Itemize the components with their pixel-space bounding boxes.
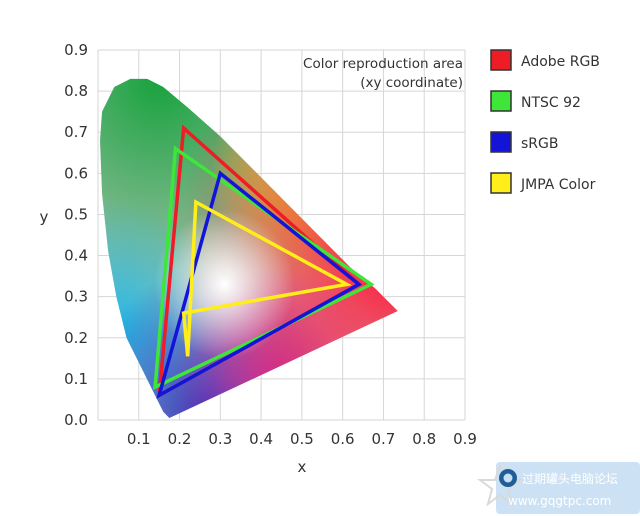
legend-swatch [490,131,512,153]
watermark-panel [496,462,640,514]
y-tick-label: 0.7 [64,123,88,141]
watermark-url: www.gqgtpc.com [508,494,611,508]
annotation-line-1: Color reproduction area [303,56,463,72]
y-tick-label: 0.3 [64,288,88,306]
y-tick-label: 0.5 [64,205,88,223]
x-tick-label: 0.7 [372,430,396,448]
legend-label: sRGB [521,136,558,152]
annotation-line-2: (xy coordinate) [360,75,463,91]
x-tick-label: 0.6 [331,430,355,448]
x-tick-label: 0.9 [453,430,477,448]
y-tick-label: 0.9 [64,41,88,59]
legend-label: NTSC 92 [521,95,581,111]
gamut-srgb [156,170,363,399]
x-tick-label: 0.1 [127,430,151,448]
legend: Adobe RGB NTSC 92 sRGB JMPA Color [490,49,600,194]
tick-labels: 0.0 0.1 0.2 0.3 0.4 0.5 0.6 0.7 0.8 0.9 0.1 0.2 0.3 0… [64,41,477,448]
y-tick-label: 0.6 [64,164,88,182]
x-tick-label: 0.5 [290,430,314,448]
y-axis-label: y [40,208,49,226]
x-axis-label: x [298,458,307,476]
y-tick-label: 0.0 [64,411,88,429]
legend-swatch [490,172,512,194]
x-tick-label: 0.3 [208,430,232,448]
spectral-locus-region [100,78,398,418]
y-tick-label: 0.2 [64,329,88,347]
x-tick-label: 0.4 [249,430,273,448]
x-tick-label: 0.2 [168,430,192,448]
legend-swatch [490,49,512,71]
gamut-jmpa-color [181,199,352,357]
x-tick-label: 0.8 [412,430,436,448]
watermark: 过期罐头电脑论坛 www.gqgtpc.com [477,462,640,514]
y-tick-label: 0.4 [64,247,88,265]
legend-label: JMPA Color [520,177,596,193]
y-tick-label: 0.1 [64,370,88,388]
legend-swatch [490,90,512,112]
watermark-text: 过期罐头电脑论坛 [522,472,618,486]
legend-label: Adobe RGB [521,54,600,70]
y-tick-label: 0.8 [64,82,88,100]
gamut-triangles [153,124,375,399]
